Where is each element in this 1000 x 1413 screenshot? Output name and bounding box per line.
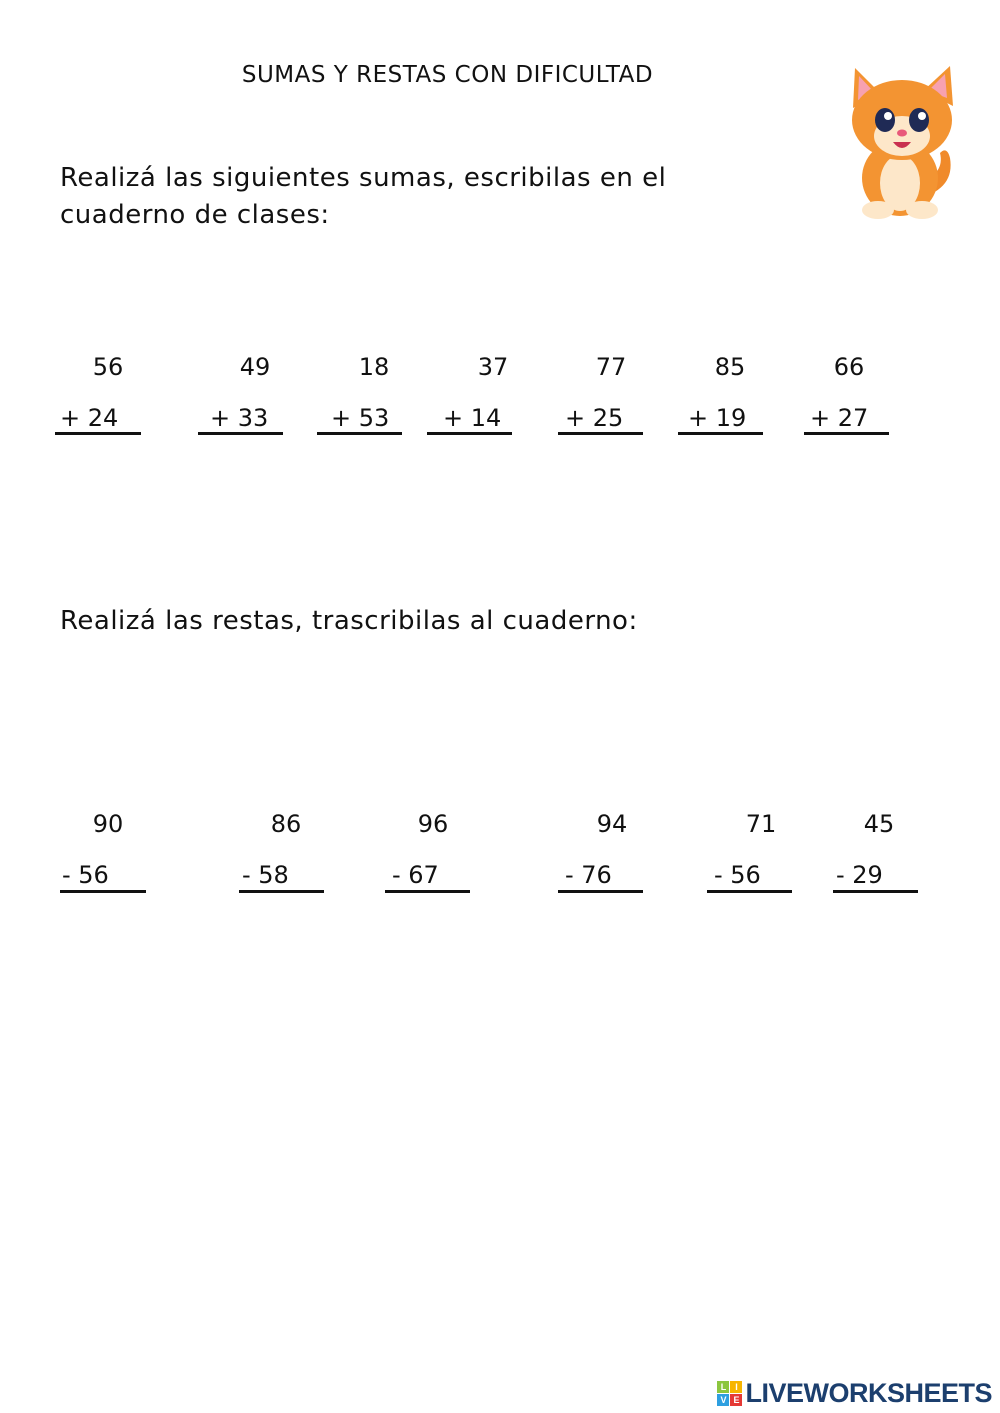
sub-3-bottom: - 67: [392, 861, 439, 889]
logo-blocks-icon: L I V E: [717, 1381, 743, 1406]
sub-1-bottom: - 56: [62, 861, 109, 889]
sub-4-top: 94: [596, 810, 628, 838]
sub-2-answer-line: [239, 890, 324, 893]
sum-4-bottom: + 14: [443, 404, 502, 432]
sum-6-top: 85: [714, 353, 746, 381]
sub-5-top: 71: [745, 810, 777, 838]
sum-6-bottom: + 19: [688, 404, 747, 432]
logo-block-l: L: [717, 1381, 730, 1393]
sum-5-answer-line: [558, 432, 643, 435]
sum-1-bottom: + 24: [60, 404, 119, 432]
logo-block-i: I: [730, 1381, 743, 1393]
sum-7-bottom: + 27: [810, 404, 869, 432]
sum-5-bottom: + 25: [565, 404, 624, 432]
sub-1-answer-line: [60, 890, 146, 893]
sub-5-answer-line: [707, 890, 792, 893]
sub-2-top: 86: [270, 810, 302, 838]
sum-7-answer-line: [804, 432, 889, 435]
sums-instruction-line-1: Realizá las siguientes sumas, escribilas…: [60, 163, 667, 193]
sum-3-answer-line: [317, 432, 402, 435]
sub-5-bottom: - 56: [714, 861, 761, 889]
sub-4-bottom: - 76: [565, 861, 612, 889]
sub-2-bottom: - 58: [242, 861, 289, 889]
sub-4-answer-line: [558, 890, 643, 893]
liveworksheets-logo: L I V E LIVEWORKSHEETS: [717, 1378, 992, 1409]
sub-3-answer-line: [385, 890, 470, 893]
sum-3-bottom: + 53: [331, 404, 390, 432]
sums-instruction: Realizá las siguientes sumas, escribilas…: [60, 160, 666, 234]
sum-4-top: 37: [477, 353, 509, 381]
sub-3-top: 96: [417, 810, 449, 838]
sum-2-bottom: + 33: [210, 404, 269, 432]
sub-6-top: 45: [863, 810, 895, 838]
sum-2-top: 49: [239, 353, 271, 381]
sum-2-answer-line: [198, 432, 283, 435]
logo-text: LIVEWORKSHEETS: [745, 1378, 992, 1408]
worksheet-title: SUMAS Y RESTAS CON DIFICULTAD: [241, 62, 654, 88]
kitten-illustration: [852, 66, 953, 219]
sum-3-top: 18: [358, 353, 390, 381]
logo-block-e: E: [730, 1394, 743, 1406]
sum-1-answer-line: [55, 432, 141, 435]
sub-6-answer-line: [833, 890, 918, 893]
sub-6-bottom: - 29: [836, 861, 883, 889]
sub-1-top: 90: [92, 810, 124, 838]
subtractions-instruction: Realizá las restas, trascribilas al cuad…: [60, 606, 638, 636]
logo-block-v: V: [717, 1394, 730, 1406]
sums-instruction-line-2: cuaderno de clases:: [60, 200, 330, 230]
sum-4-answer-line: [427, 432, 512, 435]
sum-6-answer-line: [678, 432, 763, 435]
sum-1-top: 56: [92, 353, 124, 381]
sum-7-top: 66: [833, 353, 865, 381]
sum-5-top: 77: [595, 353, 627, 381]
